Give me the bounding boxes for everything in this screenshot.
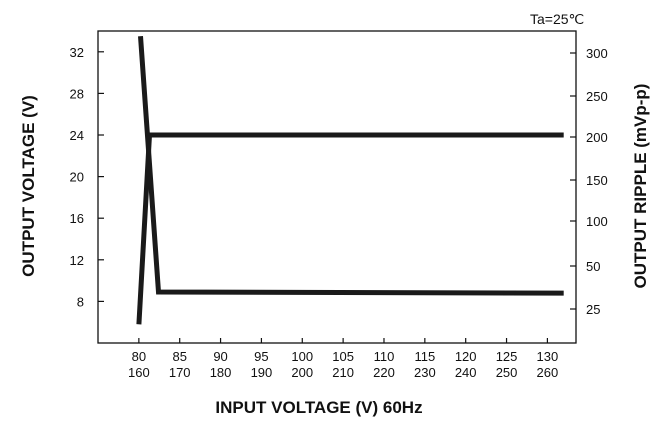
tick-labels: 8121620242832255010015020025030080160851…: [70, 45, 608, 380]
y-tick-label-left: 16: [70, 211, 84, 226]
x-axis-title: INPUT VOLTAGE (V) 60Hz: [215, 398, 422, 417]
y-axis-title-right: OUTPUT RIPPLE (mVp-p): [631, 84, 650, 289]
x-tick-label-secondary: 210: [332, 365, 354, 380]
y-tick-label-right: 300: [586, 46, 608, 61]
y-tick-label-right: 200: [586, 130, 608, 145]
x-tick-label-secondary: 250: [496, 365, 518, 380]
x-tick-label-secondary: 180: [210, 365, 232, 380]
x-tick-label-primary: 100: [291, 349, 313, 364]
x-tick-label-secondary: 170: [169, 365, 191, 380]
x-tick-label-primary: 110: [374, 349, 395, 364]
y-tick-label-left: 32: [70, 45, 84, 60]
y-tick-label-right: 250: [586, 89, 608, 104]
y-tick-label-left: 8: [77, 294, 84, 309]
x-tick-label-primary: 95: [254, 349, 268, 364]
x-tick-label-secondary: 200: [291, 365, 313, 380]
x-tick-label-primary: 130: [537, 349, 559, 364]
x-tick-label-secondary: 220: [373, 365, 395, 380]
y-tick-label-left: 24: [70, 128, 84, 143]
x-tick-label-primary: 80: [132, 349, 146, 364]
x-tick-label-secondary: 230: [414, 365, 436, 380]
x-tick-label-primary: 90: [213, 349, 227, 364]
y-axis-title-left: OUTPUT VOLTAGE (V): [19, 95, 38, 277]
y-tick-label-right: 150: [586, 173, 608, 188]
plot-border: [97, 30, 577, 344]
y-tick-label-right: 25: [586, 302, 600, 317]
y-tick-label-left: 28: [70, 86, 84, 101]
x-tick-label-secondary: 160: [128, 365, 150, 380]
x-tick-label-secondary: 190: [251, 365, 273, 380]
y-tick-label-right: 50: [586, 259, 600, 274]
y-tick-label-right: 100: [586, 214, 608, 229]
y-tick-label-left: 12: [70, 253, 84, 268]
plot-frame: [97, 30, 577, 344]
x-tick-label-primary: 125: [496, 349, 518, 364]
x-tick-label-primary: 105: [332, 349, 354, 364]
x-tick-label-primary: 120: [455, 349, 477, 364]
condition-label: Ta=25℃: [530, 11, 584, 27]
x-tick-label-secondary: 260: [537, 365, 559, 380]
series-output-voltage-line: [136, 132, 564, 325]
series-lines: [136, 36, 564, 325]
tick-marks: [98, 51, 576, 343]
series-output-ripple-line: [138, 36, 564, 296]
y-tick-label-left: 20: [70, 170, 84, 185]
x-tick-label-primary: 85: [172, 349, 186, 364]
x-tick-label-secondary: 240: [455, 365, 477, 380]
x-tick-label-primary: 115: [414, 349, 435, 364]
